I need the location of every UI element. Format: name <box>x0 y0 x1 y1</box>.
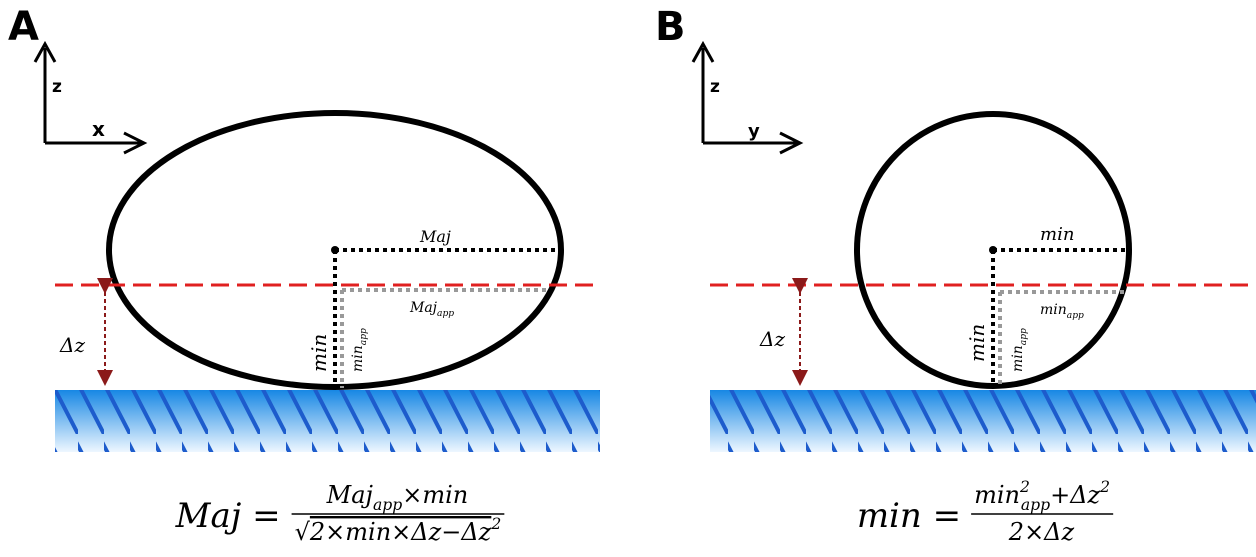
formula: Maj =Majapp×min√2×min×Δz−Δz2 <box>175 481 505 546</box>
ground-hatch <box>55 390 600 452</box>
center <box>331 246 339 254</box>
dimension-label: Maj <box>419 227 451 246</box>
axis-label: z <box>52 77 62 97</box>
gap-label: Δz <box>759 327 785 351</box>
dimension-app <box>342 290 550 388</box>
math-text: min <box>1040 224 1074 245</box>
superscript: 2 <box>1099 478 1110 496</box>
math-text: 2×Δz <box>1008 518 1075 546</box>
math-text: min = <box>857 496 961 536</box>
dimension-label: minapp <box>1040 302 1084 321</box>
math-text: min <box>307 334 331 372</box>
panel-a: A z x Maj Majapp min minapp Δz Maj =Maja… <box>8 4 600 546</box>
subscript: app <box>1021 496 1050 514</box>
ground-hatch <box>710 390 1256 452</box>
subscript: app <box>1019 328 1029 345</box>
center <box>989 246 997 254</box>
math-text: min <box>1040 302 1067 318</box>
math-text: Maj <box>419 227 451 246</box>
dimension-label: min <box>965 324 989 362</box>
superscript: 2 <box>1019 478 1030 496</box>
formula-denominator: √2×min×Δz−Δz2 <box>295 515 502 546</box>
subscript: app <box>359 328 369 345</box>
axis-label: x <box>92 117 105 141</box>
formula-denominator: 2×Δz <box>1008 518 1075 546</box>
dimension-label: Majapp <box>409 300 454 319</box>
math-text: √ <box>295 518 311 546</box>
gap-label: Δz <box>59 333 85 357</box>
axis-label: z <box>710 77 720 97</box>
math-text: min <box>974 481 1020 509</box>
dimension-label: minapp <box>350 328 369 372</box>
dimension-label: minapp <box>1010 328 1029 372</box>
subscript: app <box>373 496 402 514</box>
subscript: app <box>437 309 454 319</box>
formula-numerator: Majapp×min <box>326 481 469 514</box>
formula-lhs: Maj = <box>175 496 281 536</box>
math-text: min <box>1010 345 1026 372</box>
math-text: Maj = <box>175 496 281 536</box>
math-text: Maj <box>409 300 438 316</box>
math-text: Δz <box>59 333 85 357</box>
math-text: Δz <box>759 327 785 351</box>
math-text: Maj <box>326 481 374 509</box>
formula-lhs: min = <box>857 496 961 536</box>
math-text: +Δz <box>1050 481 1100 509</box>
page: A z x Maj Majapp min minapp Δz Maj =Maja… <box>0 0 1256 557</box>
math-text: 2×min×Δz−Δz <box>309 518 492 546</box>
dimension-label: min <box>1040 224 1074 245</box>
math-text: min <box>350 345 366 372</box>
superscript: 2 <box>490 515 501 533</box>
math-text: ×min <box>402 481 468 509</box>
diagram: A z x Maj Majapp min minapp Δz Maj =Maja… <box>0 0 1256 557</box>
panel-label: B <box>655 4 686 50</box>
panel-b: B z y min minapp min minapp Δz min =min2… <box>655 4 1256 546</box>
subscript: app <box>1067 311 1084 321</box>
math-text: min <box>965 324 989 362</box>
dimension-label: min <box>307 334 331 372</box>
panel-label: A <box>8 4 39 50</box>
axis-label: y <box>748 121 760 142</box>
